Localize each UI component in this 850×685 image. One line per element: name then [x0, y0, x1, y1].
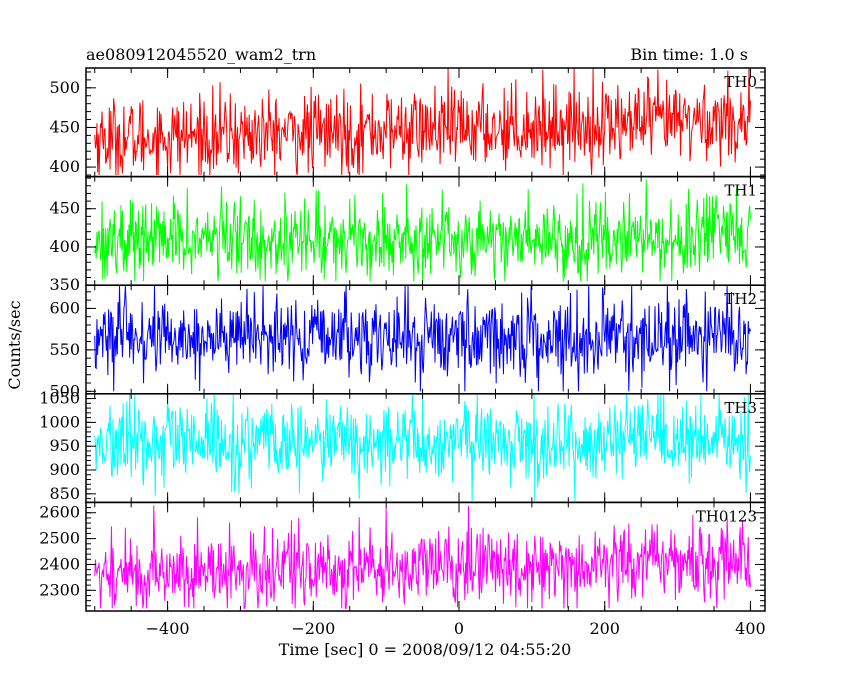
y-axis-title: Counts/sec [5, 300, 24, 389]
panel-label-th0123: TH0123 [696, 507, 757, 525]
series-line-th3 [94, 393, 751, 501]
panel-th0: 400 450 500 TH0 [49, 67, 766, 178]
y-tick-label: 400 [49, 157, 80, 176]
series-line-th1 [94, 179, 751, 282]
panels-group: 400 450 500 TH0 350 400 450 TH1 500 550 600 TH2 850 9… [39, 67, 766, 612]
panel-th3: 850 900 950 1000 1050 TH3 [39, 389, 766, 504]
panel-label-th3: TH3 [724, 399, 757, 417]
x-axis: −400 −200 0 200 400 [146, 619, 766, 638]
chart-title: ae080912045520_wam2_trn [86, 45, 316, 64]
x-tick-label: −200 [291, 619, 335, 638]
y-tick-label: 950 [49, 436, 80, 455]
y-tick-label: 2600 [39, 503, 80, 522]
panel-th1: 350 400 450 TH1 [49, 175, 766, 294]
y-tick-label: 500 [49, 78, 80, 97]
panel-th0123: 2300 2400 2500 2600 TH0123 [39, 501, 766, 612]
panel-frame-th0123 [85, 501, 766, 612]
series-line-th0 [94, 68, 751, 176]
y-tick-label: 2300 [39, 580, 80, 599]
y-tick-label: 900 [49, 460, 80, 479]
y-tick-label: 450 [49, 117, 80, 136]
y-tick-label: 550 [49, 340, 80, 359]
x-tick-label: 0 [454, 619, 464, 638]
y-tick-label: 1000 [39, 412, 80, 431]
panel-th2: 500 550 600 TH2 [49, 284, 766, 400]
x-tick-label: −400 [146, 619, 190, 638]
y-tick-label: 600 [49, 298, 80, 317]
panel-label-th2: TH2 [724, 290, 757, 308]
y-tick-label: 2500 [39, 529, 80, 548]
x-axis-title: Time [sec] 0 = 2008/09/12 04:55:20 [279, 640, 572, 659]
series-line-th0123 [94, 505, 751, 609]
y-tick-label: 500 [49, 381, 80, 400]
bin-time-label: Bin time: 1.0 s [630, 45, 748, 64]
series-line-th2 [94, 285, 751, 392]
panel-label-th1: TH1 [724, 182, 757, 200]
x-tick-label: 200 [589, 619, 620, 638]
y-tick-label: 350 [49, 275, 80, 294]
x-tick-label: 400 [735, 619, 766, 638]
panel-label-th0: TH0 [724, 73, 757, 91]
y-tick-label: 450 [49, 199, 80, 218]
y-tick-label: 400 [49, 237, 80, 256]
y-tick-label: 2400 [39, 554, 80, 573]
y-tick-label: 1050 [39, 389, 80, 408]
y-tick-label: 850 [49, 484, 80, 503]
